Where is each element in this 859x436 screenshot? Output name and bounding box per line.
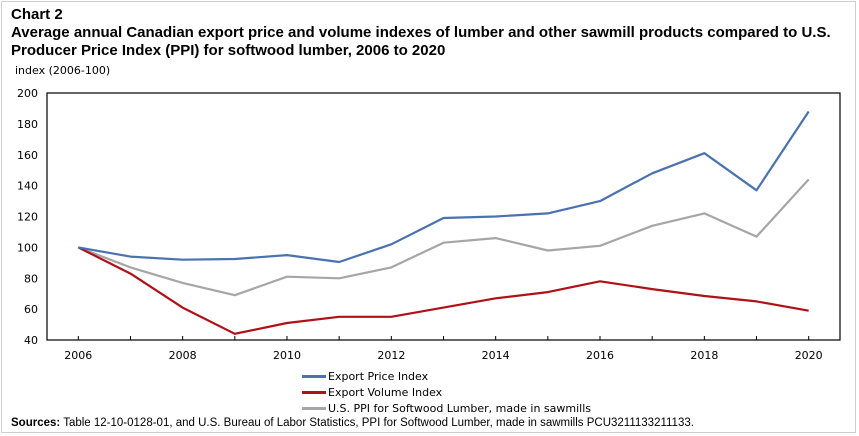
y-axis-ticks: 200 180 160 140 120 100 80 60 40 xyxy=(17,87,38,347)
series-line-export-price xyxy=(78,110,810,264)
y-tick-label: 60 xyxy=(24,303,38,316)
y-axis-unit-label: index (2006-100) xyxy=(15,64,111,77)
plot-border xyxy=(46,92,841,341)
sources-note: Sources: Table 12-10-0128-01, and U.S. B… xyxy=(11,417,694,429)
legend-swatch-export-volume xyxy=(302,390,326,394)
y-tick-label: 120 xyxy=(17,211,38,224)
y-tick-label: 80 xyxy=(24,272,38,285)
legend-label-us-ppi: U.S. PPI for Softwood Lumber, made in sa… xyxy=(328,401,591,415)
x-tick-label: 2020 xyxy=(795,349,823,362)
y-tick-label: 100 xyxy=(17,241,38,254)
chart-number: Chart 2 xyxy=(11,6,63,23)
x-tick-label: 2008 xyxy=(169,349,197,362)
x-tick-label: 2016 xyxy=(586,349,614,362)
x-tick-label: 2010 xyxy=(273,349,301,362)
chart-title: Average annual Canadian export price and… xyxy=(11,24,831,59)
legend-label-export-price: Export Price Index xyxy=(328,369,429,383)
title-block: Chart 2 Average annual Canadian export p… xyxy=(11,6,841,60)
legend-label-export-volume: Export Volume Index xyxy=(328,385,443,399)
legend-swatch-us-ppi xyxy=(302,406,326,410)
legend-swatch-export-price xyxy=(302,374,326,378)
x-tick-label: 2018 xyxy=(690,349,718,362)
legend-item-export-price: Export Price Index xyxy=(302,368,591,384)
legend: Export Price Index Export Volume Index U… xyxy=(302,368,591,416)
sources-text: Table 12-10-0128-01, and U.S. Bureau of … xyxy=(60,417,694,429)
series-lines xyxy=(77,110,810,335)
x-tick-label: 2006 xyxy=(64,349,92,362)
y-tick-label: 140 xyxy=(17,180,38,193)
series-line-export-volume xyxy=(77,246,809,335)
x-axis-ticks: 2006 2008 2010 2012 2014 2016 2018 2020 xyxy=(64,336,823,362)
series-line-us-ppi xyxy=(77,178,810,297)
x-tick-label: 2014 xyxy=(482,349,510,362)
legend-item-us-ppi: U.S. PPI for Softwood Lumber, made in sa… xyxy=(302,400,591,416)
y-tick-label: 200 xyxy=(17,87,38,100)
y-tick-label: 160 xyxy=(17,149,38,162)
x-tick-label: 2012 xyxy=(377,349,405,362)
sources-label: Sources: xyxy=(11,417,61,429)
legend-item-export-volume: Export Volume Index xyxy=(302,384,591,400)
y-tick-label: 40 xyxy=(24,334,38,347)
y-tick-label: 180 xyxy=(17,118,38,131)
